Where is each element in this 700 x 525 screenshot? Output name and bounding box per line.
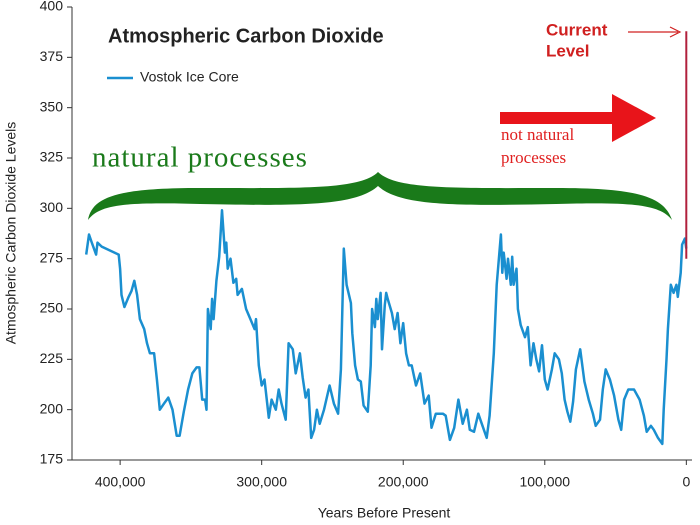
- annotation-natural: natural processes: [92, 142, 308, 174]
- y-tick-label: 375: [40, 48, 64, 64]
- annotation-not-natural: not natural: [501, 125, 574, 144]
- data-line: [84, 209, 688, 446]
- y-tick-label: 325: [40, 149, 64, 165]
- y-tick-label: 275: [40, 249, 64, 265]
- x-tick-label: 100,000: [519, 474, 570, 490]
- x-tick-label: 300,000: [236, 474, 287, 490]
- x-axis-label: Years Before Present: [318, 505, 451, 521]
- annotation-not-natural: processes: [501, 148, 566, 167]
- annotation-current: Level: [546, 41, 589, 60]
- y-tick-label: 175: [40, 451, 64, 467]
- legend-label: Vostok Ice Core: [140, 69, 239, 85]
- brace: [88, 172, 672, 220]
- arrow: [500, 94, 656, 142]
- annotation-current: Current: [546, 20, 608, 39]
- y-axis-label: Atmospheric Carbon Dioxide Levels: [3, 122, 19, 345]
- x-tick-label: 0: [682, 474, 690, 490]
- pointer-head: [669, 26, 682, 38]
- y-tick-label: 400: [40, 0, 64, 14]
- chart-title: Atmospheric Carbon Dioxide: [108, 25, 384, 47]
- x-tick-label: 200,000: [378, 474, 429, 490]
- y-tick-label: 350: [40, 98, 64, 114]
- y-tick-label: 250: [40, 300, 64, 316]
- y-tick-label: 300: [40, 199, 64, 215]
- x-tick-label: 400,000: [95, 474, 146, 490]
- y-tick-label: 225: [40, 350, 64, 366]
- y-tick-label: 200: [40, 400, 64, 416]
